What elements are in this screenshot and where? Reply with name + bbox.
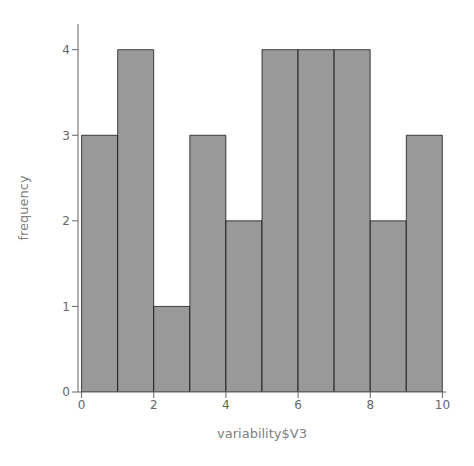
svg-text:4: 4: [222, 398, 230, 412]
svg-text:frequency: frequency: [16, 175, 31, 241]
svg-text:8: 8: [366, 398, 374, 412]
svg-text:3: 3: [62, 129, 70, 143]
svg-text:4: 4: [62, 43, 70, 57]
svg-text:2: 2: [150, 398, 158, 412]
svg-text:6: 6: [294, 398, 302, 412]
svg-text:10: 10: [435, 398, 450, 412]
svg-text:variability$V3: variability$V3: [217, 426, 307, 441]
svg-text:0: 0: [62, 385, 70, 399]
svg-text:2: 2: [62, 214, 70, 228]
svg-text:1: 1: [62, 300, 70, 314]
svg-text:0: 0: [78, 398, 86, 412]
